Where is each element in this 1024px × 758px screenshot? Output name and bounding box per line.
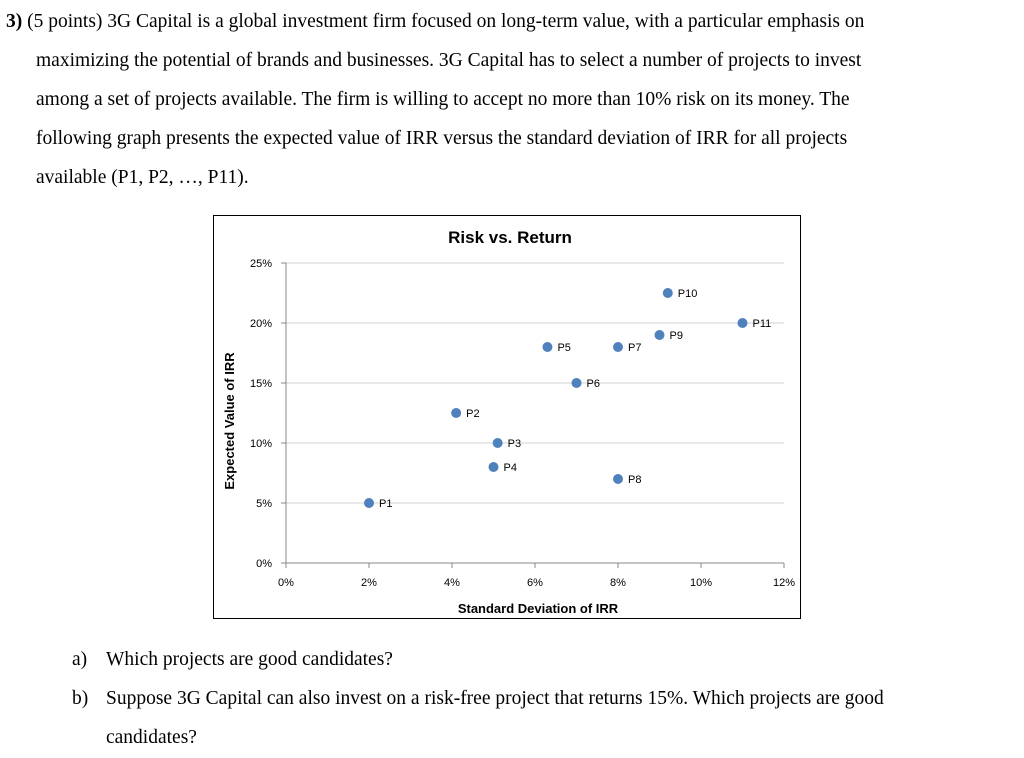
data-points: P1 P2 P3 P4 P5 P6 P7 P8 P9 P10 P11 [364,288,771,510]
x-tick-label: 6% [527,577,543,589]
data-label-p6: P6 [587,378,600,390]
data-point-p11 [737,318,748,328]
y-axis-label: Expected Value of IRR [222,352,237,490]
y-tick-label: 10% [250,438,272,450]
data-point-p3 [492,438,503,448]
data-point-p6 [571,378,582,388]
question-a: a) Which projects are good candidates? [72,640,1017,679]
problem-statement: 3) (5 points) 3G Capital is a global inv… [6,2,1016,197]
x-tick-label: 10% [690,577,712,589]
axes [281,262,785,568]
problem-text-line: maximizing the potential of brands and b… [36,50,862,71]
question-b: b) Suppose 3G Capital can also invest on… [72,679,1017,718]
data-point-p4 [488,462,499,472]
problem-line-1: 3) (5 points) 3G Capital is a global inv… [6,2,1016,41]
y-tick-label: 15% [250,378,272,390]
question-text: Suppose 3G Capital can also invest on a … [106,688,884,709]
data-point-p5 [542,342,553,352]
question-text: Which projects are good candidates? [106,649,393,670]
data-label-p3: P3 [508,438,521,450]
data-point-p7 [613,342,623,352]
data-label-p1: P1 [379,498,392,510]
y-tick-label: 5% [256,498,272,510]
questions: a) Which projects are good candidates? b… [72,640,1017,757]
data-label-p11: P11 [753,318,772,330]
x-tick-label: 8% [610,577,626,589]
x-tick-label: 12% [773,577,795,589]
grid-lines [286,262,784,504]
problem-text-line: among a set of projects available. The f… [36,89,850,110]
problem-text-line: (5 points) 3G Capital is a global invest… [27,11,865,32]
x-tick-label: 2% [361,577,377,589]
x-tick-label: 0% [278,577,294,589]
data-label-p10: P10 [678,288,698,300]
x-tick-label: 4% [444,577,460,589]
data-point-p10 [662,288,673,298]
tick-labels: 0% 5% 10% 15% 20% 25% 0% 2% 4% 6% 8% 10% 12% [250,258,795,589]
x-axis-label: Standard Deviation of IRR [458,601,619,616]
data-label-p7: P7 [628,342,641,354]
question-text: candidates? [106,727,197,748]
data-label-p8: P8 [628,474,641,486]
data-label-p9: P9 [670,330,683,342]
problem-text-line: following graph presents the expected va… [36,128,848,149]
chart-title: Risk vs. Return [448,228,572,247]
data-label-p5: P5 [557,342,570,354]
problem-number: 3) [6,11,23,32]
problem-text-line: available (P1, P2, …, P11). [36,167,249,188]
question-b-continued: candidates? [72,718,1017,757]
data-point-p8 [613,474,623,484]
y-tick-label: 25% [250,258,272,270]
question-label: b) [72,688,89,709]
data-label-p2: P2 [466,408,479,420]
chart-canvas: Risk vs. Return Standard Deviation of IR… [222,228,795,616]
y-tick-label: 20% [250,318,272,330]
risk-return-chart: Risk vs. Return Standard Deviation of IR… [213,215,801,619]
data-point-p2 [451,408,462,418]
data-label-p4: P4 [504,462,517,474]
data-point-p9 [654,330,665,340]
y-tick-label: 0% [256,558,272,570]
question-label: a) [72,649,88,670]
data-point-p1 [364,498,374,508]
